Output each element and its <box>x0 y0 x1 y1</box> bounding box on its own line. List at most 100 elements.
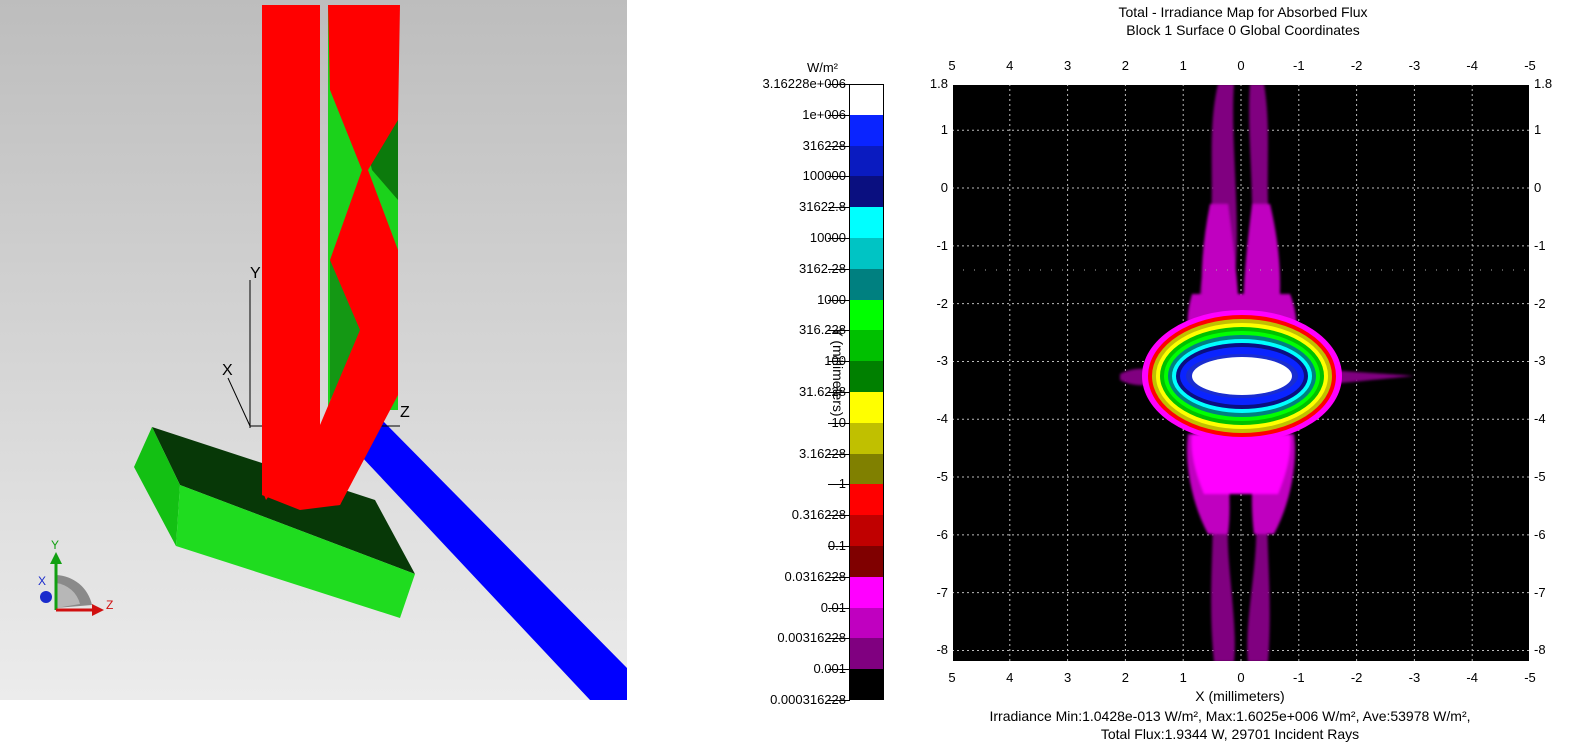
y-tick-label-right: -5 <box>1534 469 1546 485</box>
legend-swatch <box>850 638 884 670</box>
x-tick-label-bottom: -3 <box>1408 670 1421 685</box>
legend-tick <box>828 145 850 147</box>
x-tick-label-bottom: 2 <box>1121 670 1129 685</box>
y-tick-label-left: 0 <box>940 180 948 196</box>
x-tick-label-top: -5 <box>1524 58 1536 73</box>
x-tick-label-bottom: 1 <box>1179 670 1187 685</box>
legend-swatch <box>850 207 884 239</box>
chart-subtitle: Block 1 Surface 0 Global Coordinates <box>1126 22 1360 38</box>
legend-tick <box>828 299 850 301</box>
legend-tick <box>828 84 850 85</box>
legend-label: 1000 <box>817 291 846 307</box>
y-tick-label-left: 1 <box>940 122 948 138</box>
y-tick-label-right: -1 <box>1534 237 1546 253</box>
y-tick-label-right: -6 <box>1534 526 1546 542</box>
y-tick-label-left: -8 <box>936 642 948 658</box>
stats-line-2: Total Flux:1.9344 W, 29701 Incident Rays <box>1100 726 1360 742</box>
legend-tick <box>828 700 850 701</box>
green-prism-shade-2 <box>330 260 372 400</box>
legend-tick <box>828 669 850 671</box>
3d-viewport[interactable]: Y X Z Y X Z <box>0 0 627 700</box>
green-block-front <box>176 485 415 618</box>
legend-label: 10000 <box>809 230 846 245</box>
legend-tick <box>828 453 850 455</box>
x-tick-label-top: -4 <box>1466 58 1478 73</box>
y-tick-label-left: 1.8 <box>929 76 948 91</box>
blue-beam <box>360 420 627 700</box>
legend-tick <box>828 546 850 547</box>
legend-label: 3.16228 <box>799 445 846 461</box>
legend-label: 31622.8 <box>799 199 846 215</box>
x-tick-label-bottom: -4 <box>1466 670 1478 685</box>
legend-label: 1e+006 <box>802 106 846 122</box>
legend-swatch <box>850 669 884 701</box>
x-tick-label-bottom: 0 <box>1237 670 1245 685</box>
legend-label: 1 <box>838 476 846 492</box>
legend-swatch <box>850 145 884 177</box>
legend-swatch <box>850 515 884 547</box>
y-tick-label-right: -7 <box>1534 584 1546 600</box>
legend-tick <box>828 422 850 424</box>
y-tick-label-right: 0 <box>1534 180 1542 196</box>
flux-peak-contours <box>1142 310 1342 442</box>
legend-tick <box>828 176 850 178</box>
y-tick-label-right: 1.8 <box>1534 76 1553 91</box>
red-beam-right <box>262 5 400 508</box>
legend-label: 0.00316228 <box>777 630 846 646</box>
y-tick-label-left: -5 <box>936 469 948 485</box>
y-tick-label-right: -3 <box>1534 353 1546 369</box>
x-tick-label-bottom: -2 <box>1350 670 1363 685</box>
legend-swatch <box>850 576 884 608</box>
legend-tick <box>828 207 850 209</box>
x-tick-label-bottom: -1 <box>1293 670 1305 685</box>
legend-swatch <box>850 361 884 393</box>
x-tick-label-top: 5 <box>948 58 956 73</box>
axis-label-x: X <box>222 362 233 379</box>
legend-label: 0.0316228 <box>784 568 846 584</box>
legend-swatch <box>850 238 884 269</box>
legend-tick <box>828 484 850 486</box>
legend-label: 100000 <box>802 168 846 184</box>
legend-swatch <box>850 176 884 208</box>
y-tick-label-left: -7 <box>936 584 948 600</box>
x-tick-label-top: 1 <box>1179 58 1187 73</box>
green-block-left <box>134 427 180 546</box>
y-tick-label-left: -4 <box>936 411 948 427</box>
legend-swatch <box>850 299 884 331</box>
red-beam-bottom <box>262 405 385 510</box>
legend-units: W/m² <box>806 60 838 75</box>
legend-tick <box>828 361 850 363</box>
x-tick-label-top: -1 <box>1293 58 1305 73</box>
irradiance-plot[interactable] <box>952 84 1530 662</box>
legend-label: 316228 <box>802 137 846 153</box>
x-tick-label-top: 2 <box>1121 58 1129 73</box>
x-tick-label-top: -3 <box>1408 58 1421 73</box>
legend-label: 0.001 <box>813 661 846 677</box>
x-tick-label-top: -2 <box>1350 58 1363 73</box>
legend-label: 10 <box>831 414 846 430</box>
legend-tick <box>828 515 850 517</box>
legend-label: 0.000316228 <box>770 692 846 707</box>
x-tick-label-bottom: -5 <box>1524 670 1536 685</box>
legend-label: 0.1 <box>827 538 846 553</box>
legend-swatch <box>850 607 884 639</box>
x-tick-label-top: 4 <box>1006 58 1014 73</box>
legend-label: 0.01 <box>820 599 846 615</box>
x-tick-label-bottom: 3 <box>1063 670 1072 685</box>
x-axis-label: X (millimeters) <box>1195 688 1285 704</box>
triad-label-x: X <box>38 574 47 588</box>
x-tick-label-bottom: 4 <box>1006 670 1014 685</box>
y-axis-label: Y (millimeters) <box>830 327 846 417</box>
y-tick-label-right: -2 <box>1534 295 1546 311</box>
legend-label: 100 <box>824 353 846 369</box>
chart-title: Total - Irradiance Map for Absorbed Flux <box>1118 4 1368 20</box>
y-tick-label-left: -3 <box>936 353 948 369</box>
triad-label-y: Y <box>51 538 60 552</box>
legend-swatch <box>850 330 884 362</box>
x-tick-label-top: 3 <box>1063 58 1072 73</box>
legend-swatch <box>850 114 884 146</box>
legend-label: 316.228 <box>799 322 846 338</box>
triad-label-z: Z <box>106 598 114 612</box>
legend-tick <box>828 330 850 332</box>
y-tick-label-left: -2 <box>936 295 948 311</box>
